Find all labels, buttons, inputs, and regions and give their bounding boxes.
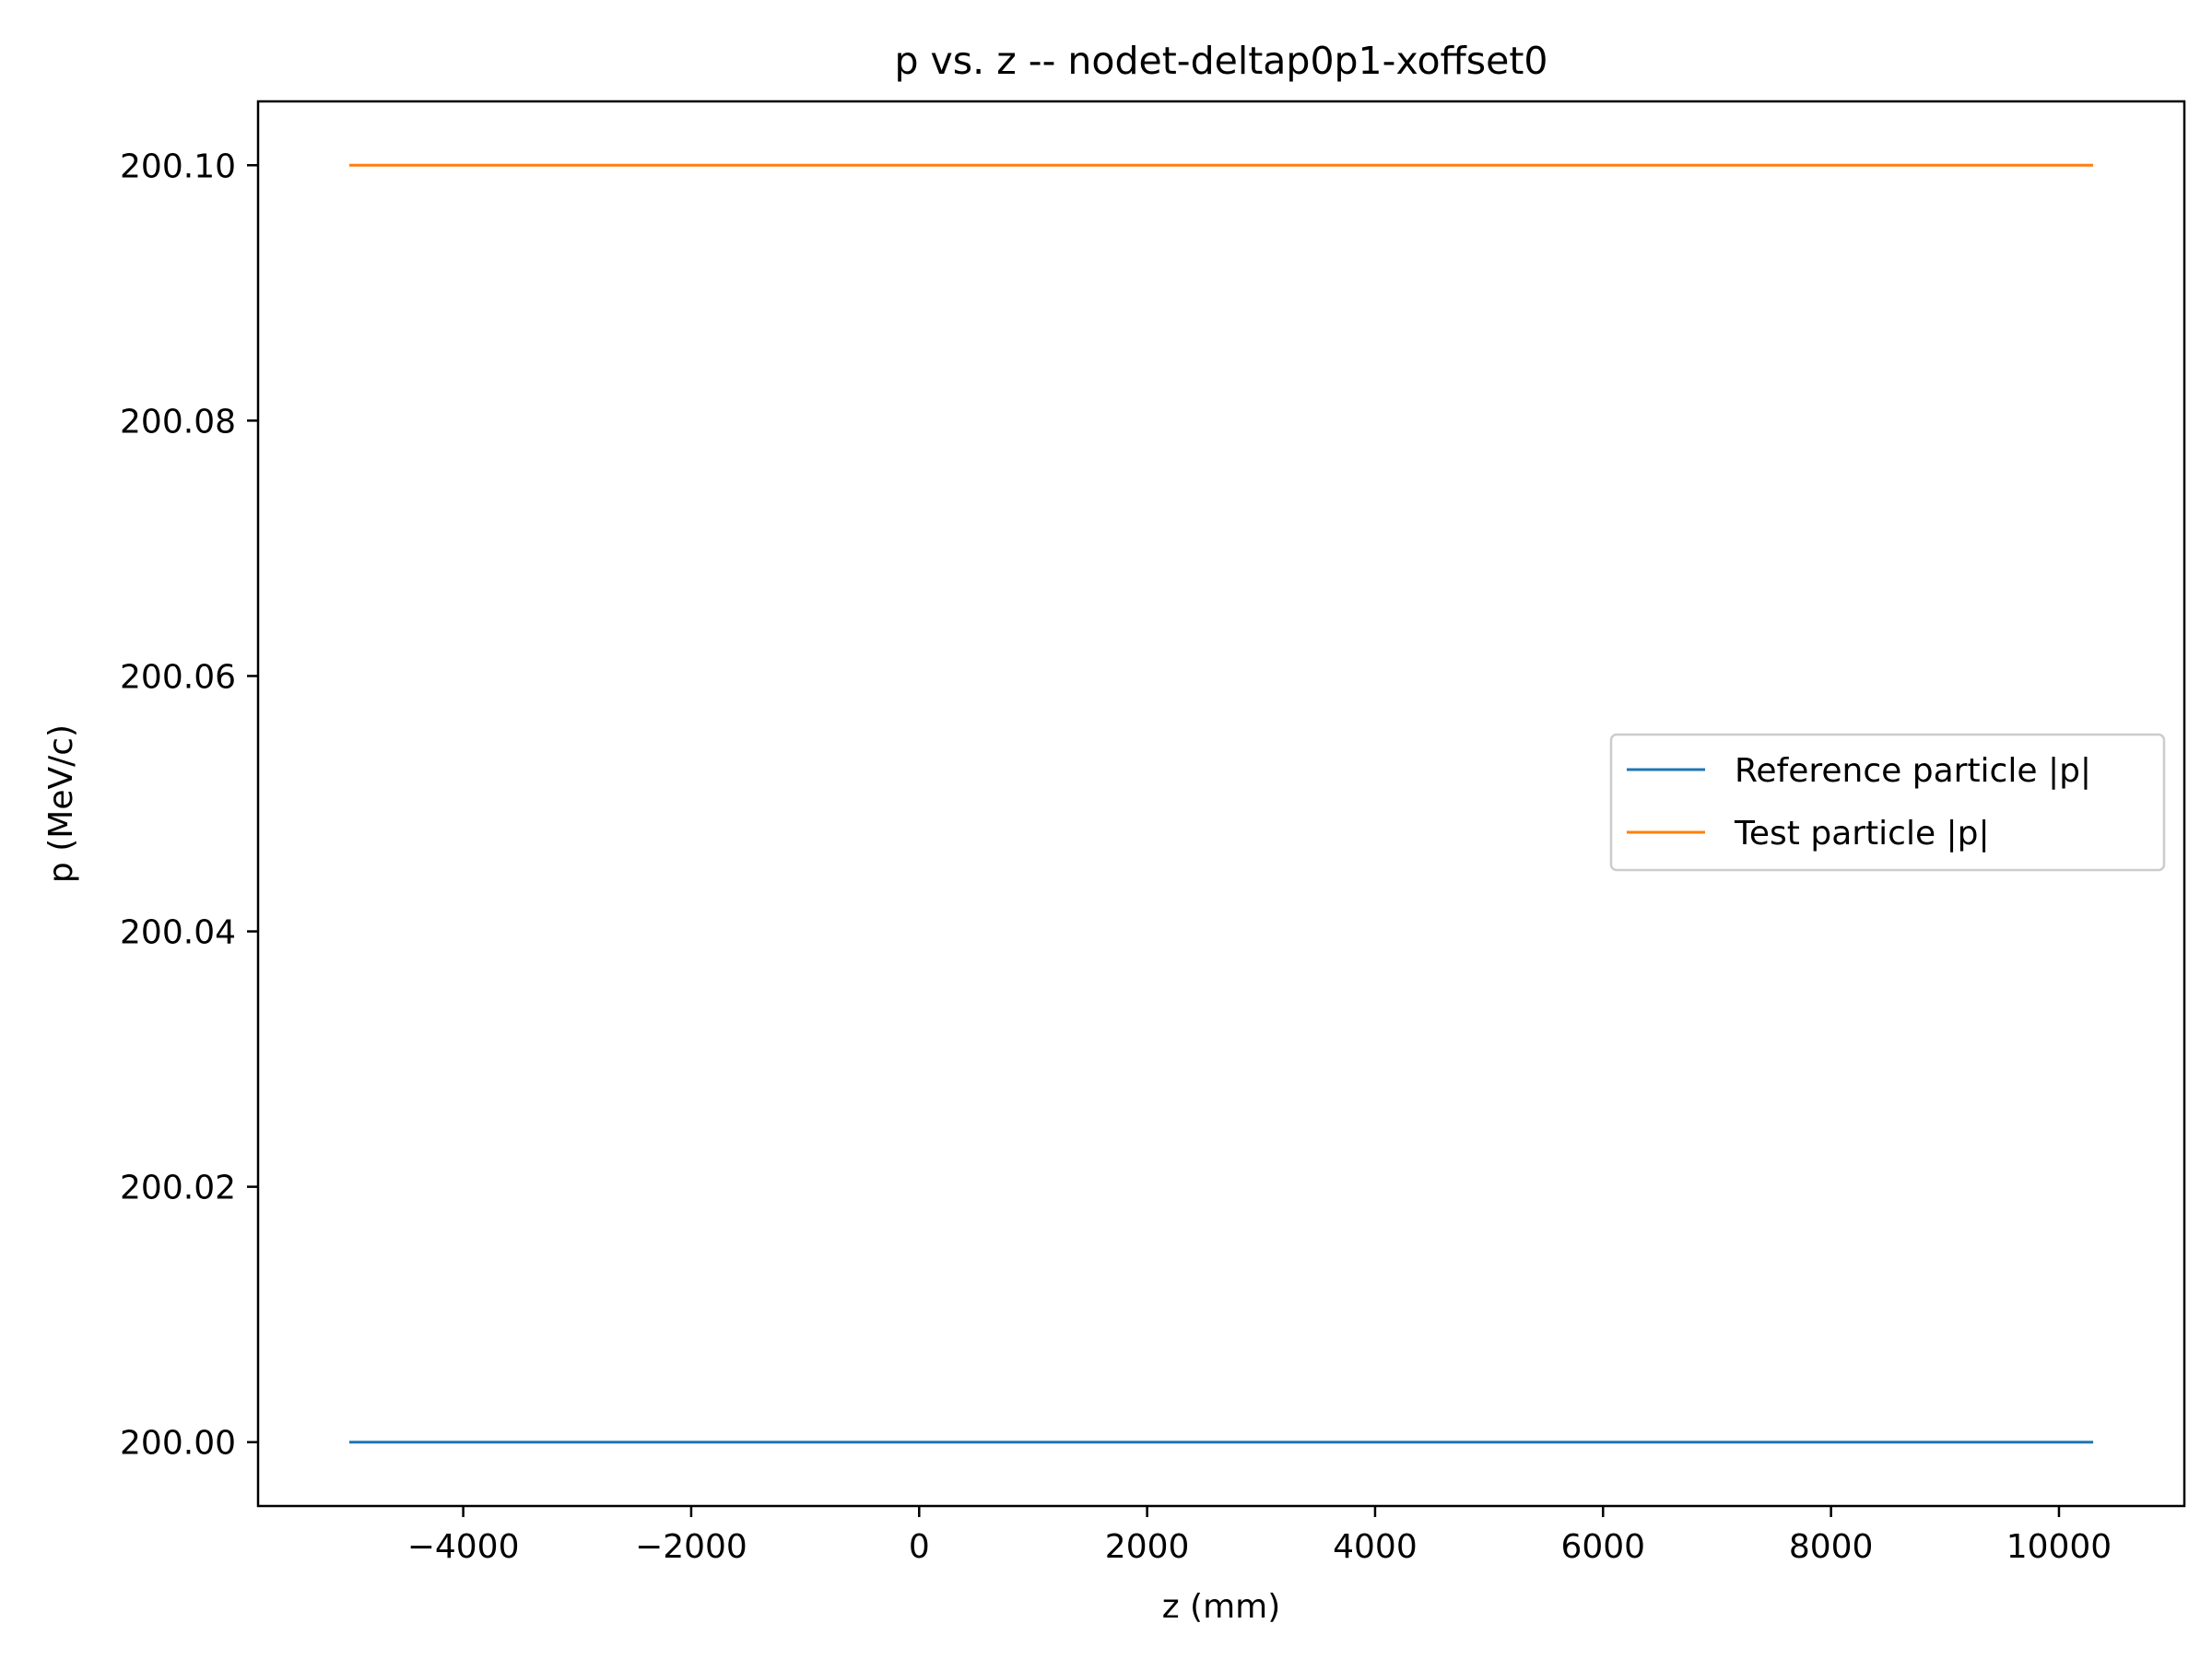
legend: Reference particle |p| Test particle |p|	[1609, 733, 2166, 872]
x-axis-label: z (mm)	[1162, 1588, 1281, 1626]
y-axis-label: p (MeV/c)	[42, 724, 80, 883]
x-tick-label: −4000	[407, 1528, 520, 1566]
y-tick-label: 200.04	[120, 914, 236, 952]
x-tick-label: −2000	[635, 1528, 747, 1566]
series-layer	[348, 163, 2094, 1444]
chart-title: p vs. z -- nodet-deltap0p1-xoffset0	[894, 39, 1547, 83]
plot-frame	[256, 100, 2186, 1508]
legend-label-test: Test particle |p|	[1734, 815, 1990, 853]
x-tick-label: 8000	[1789, 1528, 1874, 1566]
x-tick-label: 10000	[2006, 1528, 2112, 1566]
legend-box	[1609, 733, 2166, 872]
y-tick-label: 200.00	[120, 1425, 236, 1463]
y-tick-label: 200.06	[120, 658, 236, 696]
x-tick-label: 4000	[1333, 1528, 1418, 1566]
y-tick-label: 200.08	[120, 403, 236, 441]
legend-label-reference: Reference particle |p|	[1735, 752, 2091, 790]
x-tick-label: 6000	[1560, 1528, 1645, 1566]
axis-ticks: −4000 −2000 0 2000 4000 6000 8000 10000 200.00 20…	[120, 147, 2112, 1566]
y-tick-label: 200.02	[120, 1170, 236, 1207]
y-tick-label: 200.10	[120, 147, 236, 185]
x-tick-label: 2000	[1105, 1528, 1190, 1566]
x-tick-label: 0	[909, 1528, 930, 1566]
